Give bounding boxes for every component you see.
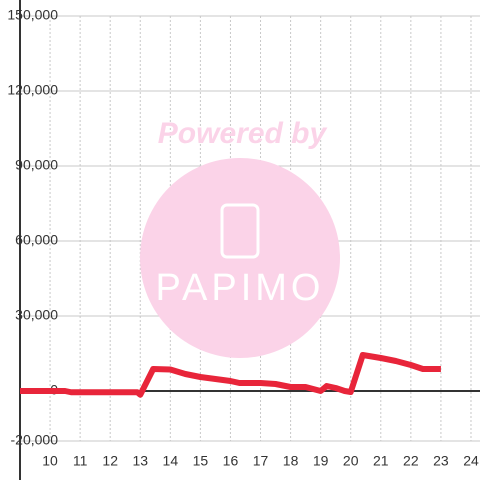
y-tick-label: 30,000	[15, 307, 58, 323]
y-tick-label: -20,000	[11, 432, 59, 448]
watermark-text: PAPIMO	[156, 267, 325, 309]
watermark: Powered by PAPIMO	[140, 117, 340, 358]
x-tick-label: 22	[403, 453, 419, 469]
data-line	[20, 352, 441, 398]
x-tick-label: 11	[73, 453, 88, 469]
x-tick-label: 13	[132, 453, 148, 469]
y-tick-label: 120,000	[7, 82, 58, 98]
x-tick-label: 15	[193, 453, 209, 469]
x-tick-label: 14	[163, 453, 179, 469]
x-tick-label: 24	[463, 453, 479, 469]
y-tick-label: 90,000	[15, 157, 58, 173]
x-tick-label: 21	[373, 453, 389, 469]
x-tick-label: 10	[42, 453, 58, 469]
x-tick-label: 17	[253, 453, 269, 469]
x-tick-label: 19	[313, 453, 329, 469]
x-tick-label: 23	[433, 453, 449, 469]
phone-icon	[220, 203, 260, 259]
x-tick-label: 18	[283, 453, 299, 469]
watermark-text: Powered by	[158, 117, 328, 150]
x-tick-label: 16	[223, 453, 239, 469]
y-tick-label: 60,000	[15, 232, 58, 248]
x-tick-label: 20	[343, 453, 359, 469]
x-tick-label: 12	[102, 453, 118, 469]
y-tick-label: 150,000	[7, 7, 58, 23]
